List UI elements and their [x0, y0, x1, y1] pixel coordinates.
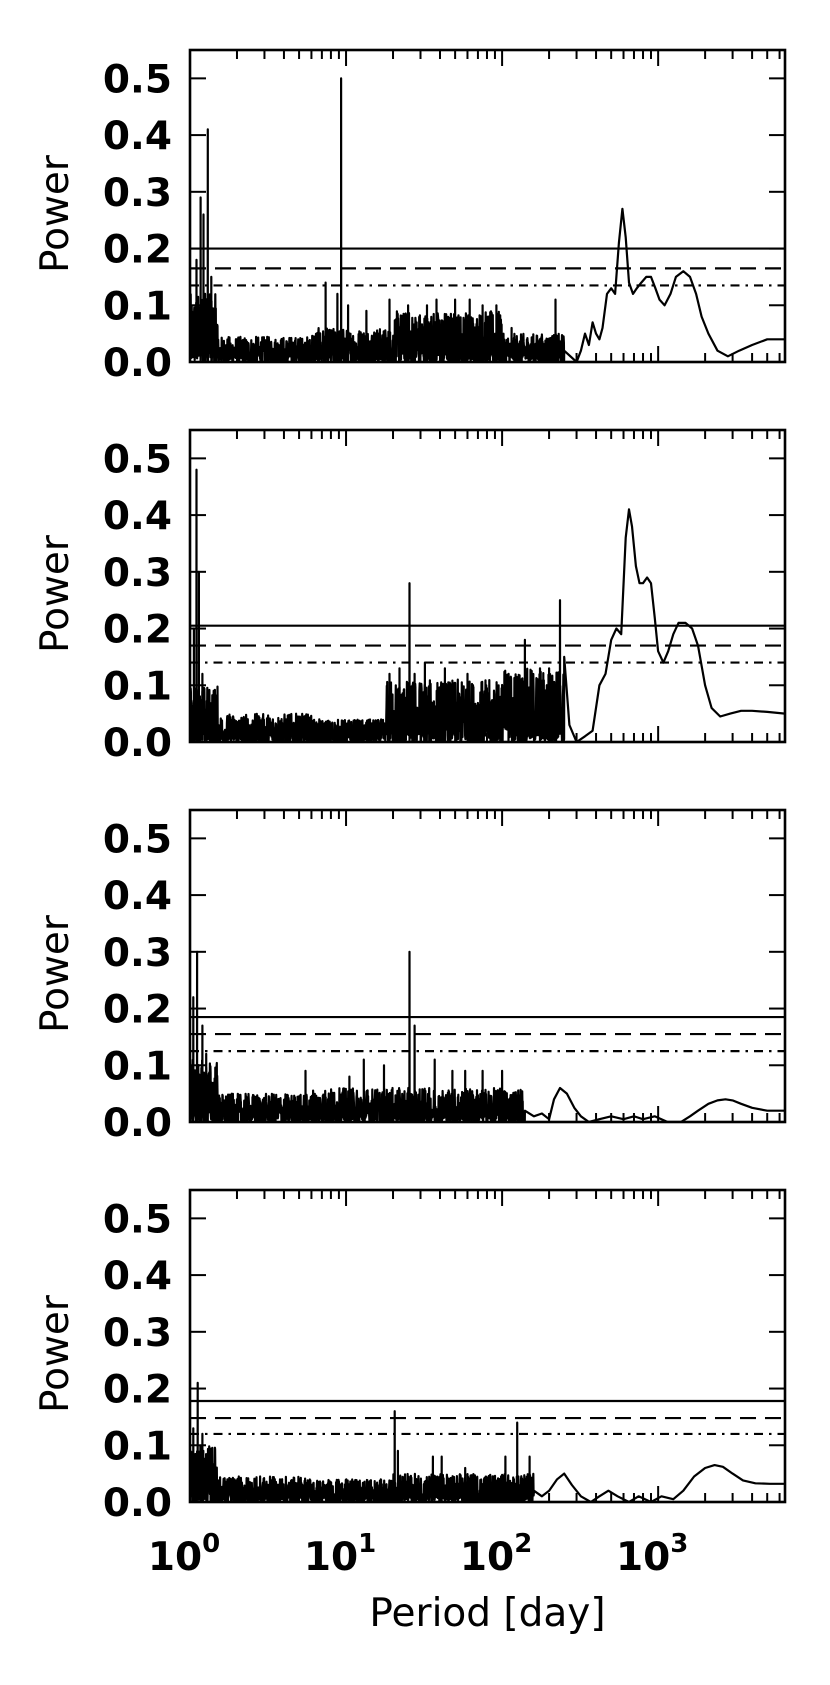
- y-tick-label: 0.2: [103, 1368, 172, 1413]
- panel-3: 0.0 0.1 0.2 0.3 0.4 0.5 Power: [33, 808, 787, 1146]
- x-tick-exponent: 3: [670, 1529, 688, 1559]
- x-tick-exponent: 1: [358, 1529, 376, 1559]
- periodogram-trace: [190, 950, 785, 1122]
- y-tick-label: 0.1: [103, 664, 172, 709]
- y-tick-label: 0.3: [103, 931, 172, 976]
- y-tick-label: 0.4: [103, 1254, 172, 1299]
- x-tick-base: 10: [460, 1535, 514, 1580]
- x-tick-base: 10: [148, 1535, 202, 1580]
- plot-frame: [188, 808, 787, 1124]
- y-axis-label: Power: [33, 1294, 78, 1413]
- y-tick-label: 0.1: [103, 1424, 172, 1469]
- y-tick-label: 0.0: [103, 721, 172, 766]
- x-tick-base: 10: [616, 1535, 670, 1580]
- x-axis-label: Period [day]: [369, 1591, 605, 1636]
- periodogram-trace: [190, 468, 785, 742]
- plot-frame: [188, 1188, 787, 1504]
- x-tick-exponent: 2: [514, 1529, 532, 1559]
- y-tick-label: 0.0: [103, 341, 172, 386]
- y-tick-label: 0.4: [103, 114, 172, 159]
- y-tick-label: 0.3: [103, 1311, 172, 1356]
- y-tick-label: 0.2: [103, 228, 172, 273]
- y-tick-label: 0.5: [103, 57, 172, 102]
- y-tick-label: 0.5: [103, 817, 172, 862]
- periodogram-trace: [190, 77, 785, 362]
- plot-frame: [188, 48, 787, 364]
- x-tick-label: 100: [148, 1529, 220, 1580]
- panel-2: 0.0 0.1 0.2 0.3 0.4 0.5 Power: [33, 428, 787, 766]
- panel-1: 0.0 0.1 0.2 0.3 0.4 0.5 Power: [33, 48, 787, 386]
- y-tick-label: 0.5: [103, 437, 172, 482]
- y-tick-label: 0.0: [103, 1481, 172, 1526]
- x-tick-label: 101: [304, 1529, 376, 1580]
- y-tick-label: 0.3: [103, 551, 172, 596]
- x-tick-base: 10: [304, 1535, 358, 1580]
- y-tick-label: 0.4: [103, 494, 172, 539]
- y-tick-label: 0.4: [103, 874, 172, 919]
- y-tick-label: 0.1: [103, 1044, 172, 1089]
- y-tick-label: 0.0: [103, 1101, 172, 1146]
- y-tick-label: 0.1: [103, 284, 172, 329]
- x-tick-label: 102: [460, 1529, 532, 1580]
- y-tick-label: 0.2: [103, 608, 172, 653]
- y-tick-label: 0.5: [103, 1197, 172, 1242]
- y-axis-label: Power: [33, 534, 78, 653]
- x-tick-exponent: 0: [202, 1529, 220, 1559]
- y-axis-label: Power: [33, 154, 78, 273]
- x-tick-label: 103: [616, 1529, 688, 1580]
- y-tick-label: 0.2: [103, 988, 172, 1033]
- y-axis-label: Power: [33, 914, 78, 1033]
- y-tick-label: 0.3: [103, 171, 172, 216]
